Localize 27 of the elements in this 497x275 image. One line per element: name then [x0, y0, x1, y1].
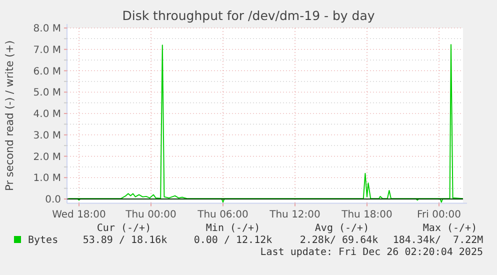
x-tick-label: Thu 18:00	[340, 209, 392, 220]
y-tick-label: 4.0 M	[33, 109, 61, 120]
text: Min (-/+)	[206, 223, 260, 234]
chart-title: Disk throughput for /dev/dm-19 - by day	[122, 8, 376, 23]
x-tick-label: Fri 00:00	[417, 209, 461, 220]
x-tick-label: Wed 18:00	[52, 209, 106, 220]
y-tick-label: 0.0	[45, 194, 61, 206]
text: 53.89 / 18.16k	[82, 235, 168, 246]
y-tick-label: 6.0 M	[33, 66, 61, 78]
x-tick-label: Thu 06:00	[196, 209, 248, 220]
text: Last update: Fri Dec 26 02:20:04 2025	[260, 247, 483, 258]
y-axis-title: Pr second read (-) / write (+)	[4, 40, 16, 191]
legend-label: Bytes	[28, 235, 58, 246]
text: Avg (-/+)	[314, 223, 370, 234]
y-tick-label: 2.0 M	[33, 152, 61, 163]
text: Cur (-/+)	[96, 223, 152, 234]
text: 2.28k/ 69.64k	[300, 235, 378, 246]
y-tick-label: 5.0 M	[33, 88, 61, 99]
x-tick-label: Thu 12:00	[268, 209, 320, 220]
y-tick-label: 8.0 M	[33, 24, 61, 34]
text: 184.34k/ 7.22M	[392, 235, 484, 246]
x-tick-label: Thu 00:00	[124, 209, 176, 220]
y-tick-label: 7.0 M	[33, 44, 61, 56]
text: Max (-/+)	[422, 223, 478, 234]
y-tick-label: 3.0 M	[33, 130, 61, 142]
y-tick-label: 1.0 M	[33, 173, 61, 184]
text: 0.00 / 12.12k	[194, 235, 272, 246]
